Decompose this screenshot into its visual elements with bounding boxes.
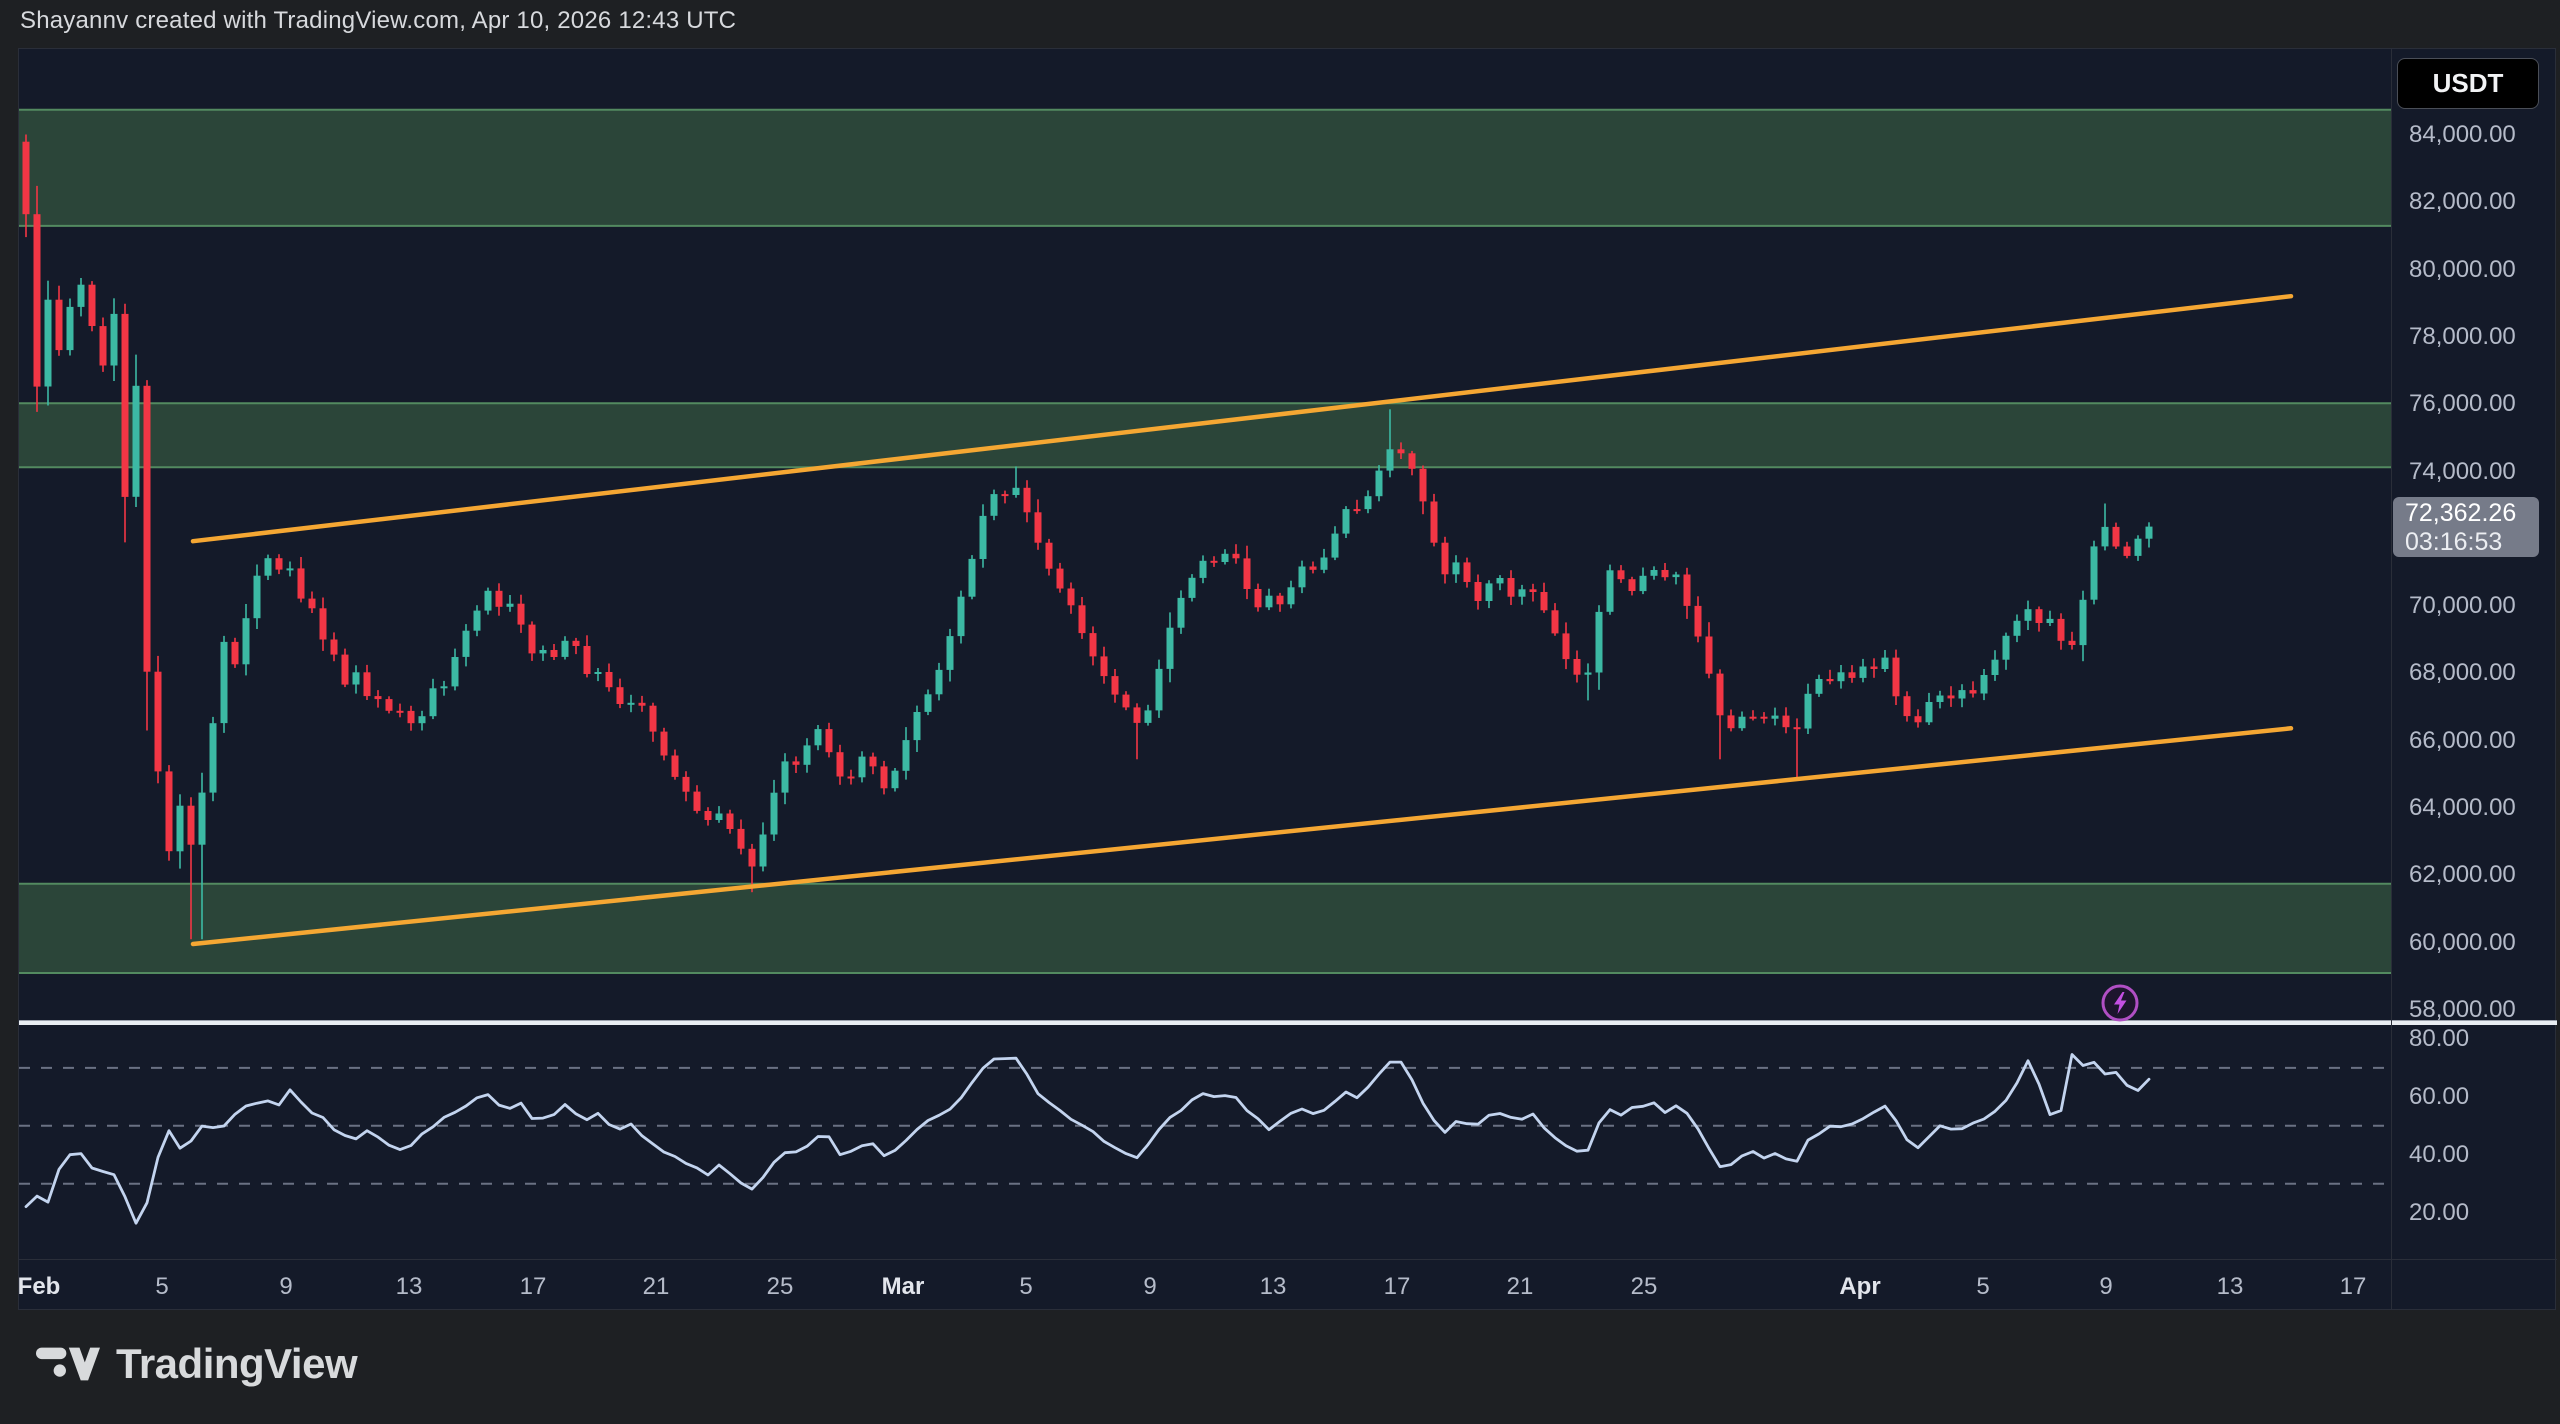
- time-axis-tick: 21: [1506, 1273, 1534, 1300]
- time-axis-tick: 5: [155, 1273, 169, 1300]
- pane-separator-handle[interactable]: [19, 1020, 2557, 1025]
- price-axis-tick: 62,000.00: [2409, 861, 2516, 888]
- price-axis-tick: 76,000.00: [2409, 390, 2516, 417]
- time-axis-tick: 5: [1019, 1273, 1033, 1300]
- price-axis-tick: 84,000.00: [2409, 121, 2516, 148]
- tradingview-wordmark: TradingView: [116, 1340, 358, 1387]
- last-price-value: 72,362.26: [2405, 499, 2517, 527]
- time-axis-tick: 9: [1143, 1273, 1157, 1300]
- time-axis-tick: 17: [519, 1273, 547, 1300]
- footer-bar: TradingView: [0, 1310, 2560, 1424]
- last-price-label: 72,362.26 03:16:53: [2393, 497, 2539, 557]
- rsi-axis-tick: 20.00: [2409, 1199, 2470, 1226]
- price-axis-tick: 82,000.00: [2409, 188, 2516, 215]
- time-axis-tick: 13: [395, 1273, 423, 1300]
- time-axis-month-label: Mar: [881, 1273, 925, 1300]
- time-axis-tick: 9: [279, 1273, 293, 1300]
- price-axis-tick: 70,000.00: [2409, 592, 2516, 619]
- chart-widget[interactable]: USDT 72,362.26 03:16:53 Feb 5 9 13 17 21 25 Mar…: [17, 48, 2557, 1311]
- currency-toggle-button[interactable]: USDT: [2397, 58, 2539, 109]
- bar-countdown: 03:16:53: [2405, 528, 2503, 556]
- time-axis-tick: 17: [1383, 1273, 1411, 1300]
- rsi-axis-tick: 60.00: [2409, 1083, 2470, 1110]
- time-axis-tick: 9: [2099, 1273, 2113, 1300]
- time-axis-month-label: Apr: [1839, 1273, 1881, 1300]
- rsi-axis-tick: 40.00: [2409, 1141, 2470, 1168]
- time-axis-tick: 17: [2339, 1273, 2367, 1300]
- price-axis-tick: 80,000.00: [2409, 256, 2516, 283]
- price-axis-tick: 68,000.00: [2409, 659, 2516, 686]
- price-axis-tick: 60,000.00: [2409, 929, 2516, 956]
- tradingview-logo[interactable]: TradingView: [36, 1340, 358, 1388]
- price-scale-axis[interactable]: [2391, 49, 2555, 1311]
- tradingview-logo-icon: [36, 1347, 100, 1381]
- price-axis-tick: 78,000.00: [2409, 323, 2516, 350]
- time-axis-tick: 13: [2216, 1273, 2244, 1300]
- price-axis-tick: 74,000.00: [2409, 458, 2516, 485]
- time-axis-tick: 21: [642, 1273, 670, 1300]
- time-axis-tick: 25: [766, 1273, 794, 1300]
- rsi-pane[interactable]: [19, 1026, 2391, 1259]
- time-axis-tick: 5: [1976, 1273, 1990, 1300]
- attribution-text: Shayannv created with TradingView.com, A…: [20, 7, 737, 34]
- price-axis-tick: 66,000.00: [2409, 727, 2516, 754]
- lightning-icon[interactable]: [2100, 983, 2140, 1023]
- main-price-pane[interactable]: [19, 49, 2391, 1021]
- header-bar: Shayannv created with TradingView.com, A…: [0, 0, 2560, 48]
- time-scale-axis[interactable]: Feb 5 9 13 17 21 25 Mar 5 9 13 17 21 25 Apr 5 9 13 17: [17, 1259, 2557, 1311]
- rsi-axis-tick: 80.00: [2409, 1025, 2470, 1052]
- price-axis-tick: 64,000.00: [2409, 794, 2516, 821]
- price-axis-tick: 58,000.00: [2409, 996, 2516, 1023]
- time-axis-month-label: Feb: [17, 1273, 61, 1300]
- time-axis-tick: 13: [1259, 1273, 1287, 1300]
- time-axis-tick: 25: [1630, 1273, 1658, 1300]
